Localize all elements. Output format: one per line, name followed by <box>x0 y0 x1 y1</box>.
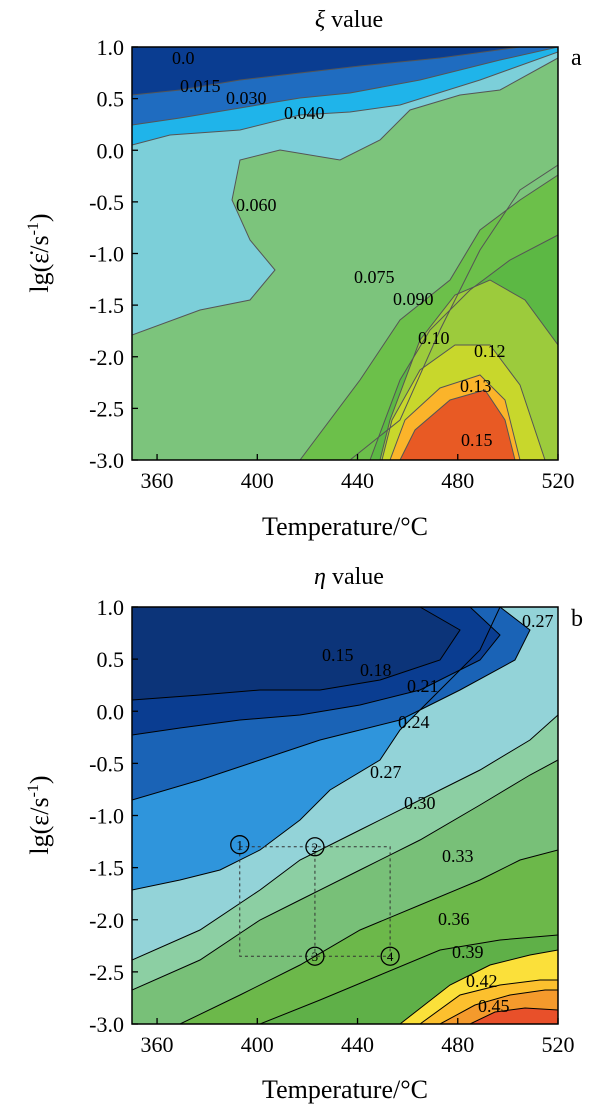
marker-label-4: 4 <box>387 949 394 964</box>
y-tick-label-a-5: -1.5 <box>89 293 124 318</box>
y-tick-label-b-7: -2.5 <box>89 960 124 985</box>
panel-b-level-labels: 0.15 0.18 0.21 0.24 0.27 0.30 0.33 0.36 … <box>322 611 554 1016</box>
y-tick-label-b-2: 0.0 <box>97 699 125 724</box>
level-label-a-2: 0.030 <box>226 88 267 108</box>
marker-label-3: 3 <box>312 949 319 964</box>
x-tick-label-a-0: 360 <box>141 468 174 493</box>
level-label-b-10: 0.45 <box>478 996 510 1016</box>
x-tick-label-b-0: 360 <box>141 1032 174 1057</box>
y-tick-label-b-5: -1.5 <box>89 856 124 881</box>
fill-b-15 <box>132 607 460 700</box>
y-tick-label-b-0: 1.0 <box>97 595 125 620</box>
x-tick-label-b-2: 440 <box>341 1032 374 1057</box>
level-label-a-0: 0.0 <box>172 48 195 68</box>
panel-b-title: η value <box>314 564 384 590</box>
level-label-a-10: 0.15 <box>461 430 493 450</box>
panel-b-ticks: 360 400 440 480 520 1.0 0.5 0.0 -0.5 -1.0 -1.5 -2.0… <box>89 595 574 1057</box>
y-tick-label-a-8: -3.0 <box>89 448 124 473</box>
level-label-b-7: 0.36 <box>438 909 470 929</box>
fill-a-00 <box>132 47 520 95</box>
fill-a-15 <box>400 390 515 460</box>
x-tick-label-a-2: 440 <box>341 468 374 493</box>
panel-a-xlabel: Temperature/°C <box>262 512 428 541</box>
panel-a-contour-fills <box>132 47 558 460</box>
level-label-b-2: 0.21 <box>407 676 439 696</box>
x-tick-label-a-4: 520 <box>542 468 575 493</box>
marker-circle-4 <box>380 946 400 966</box>
panel-a-contour-lines <box>132 47 558 460</box>
level-label-b-8: 0.39 <box>452 942 484 962</box>
level-label-b-11: 0.27 <box>522 611 554 631</box>
x-tick-label-a-3: 480 <box>441 468 474 493</box>
marker-label-2: 2 <box>312 840 319 855</box>
level-label-b-6: 0.33 <box>442 846 474 866</box>
y-tick-label-a-3: -0.5 <box>89 190 124 215</box>
panel-a-ticks: 360 400 440 480 520 1.0 0.5 0.0 -0.5 -1.0 -1.5 -2.0… <box>89 35 574 493</box>
level-label-a-9: 0.13 <box>460 376 492 396</box>
panel-b-contour-lines <box>132 607 558 1024</box>
panel-a-title: ξ value <box>315 7 383 33</box>
panel-a-ylabel: lg(ε̇/s-1) <box>25 213 54 292</box>
y-tick-label-b-3: -0.5 <box>89 751 124 776</box>
panel-b-letter: b <box>571 606 583 632</box>
marker-circle-1 <box>230 835 250 855</box>
y-tick-label-b-6: -2.0 <box>89 908 124 933</box>
y-tick-label-a-1: 0.5 <box>97 87 125 112</box>
y-tick-label-a-6: -2.0 <box>89 345 124 370</box>
level-label-a-8: 0.12 <box>474 341 506 361</box>
y-tick-label-b-1: 0.5 <box>97 647 125 672</box>
panel-a: ξ value <box>25 7 582 541</box>
level-label-b-9: 0.42 <box>466 971 498 991</box>
level-label-a-4: 0.060 <box>236 195 277 215</box>
x-tick-label-a-1: 400 <box>241 468 274 493</box>
x-tick-label-b-1: 400 <box>241 1032 274 1057</box>
processing-window-box <box>239 846 391 957</box>
y-tick-label-a-0: 1.0 <box>97 35 125 60</box>
y-tick-label-a-2: 0.0 <box>97 138 125 163</box>
panel-a-letter: a <box>571 45 582 71</box>
panel-a-level-labels: 0.0 0.015 0.030 0.040 0.060 0.075 0.090 … <box>172 48 506 450</box>
y-tick-label-b-4: -1.0 <box>89 804 124 829</box>
panel-b-xlabel: Temperature/°C <box>262 1075 428 1104</box>
x-tick-label-b-3: 480 <box>441 1032 474 1057</box>
panel-b-markers: 1 2 3 4 <box>230 835 400 966</box>
level-label-a-1: 0.015 <box>180 76 221 96</box>
fill-b-48 <box>470 1008 558 1024</box>
y-tick-label-b-8: -3.0 <box>89 1012 124 1037</box>
level-label-b-1: 0.18 <box>360 660 392 680</box>
marker-circle-2 <box>305 837 325 857</box>
panel-b: η value <box>25 564 583 1104</box>
level-label-b-4: 0.27 <box>370 762 402 782</box>
x-tick-label-b-4: 520 <box>542 1032 575 1057</box>
level-label-a-6: 0.090 <box>393 289 434 309</box>
level-label-b-5: 0.30 <box>404 793 436 813</box>
level-label-a-5: 0.075 <box>354 267 395 287</box>
panel-b-ylabel: lg(ε/s-1) <box>25 775 54 854</box>
level-label-b-3: 0.24 <box>398 712 430 732</box>
level-label-a-3: 0.040 <box>284 103 325 123</box>
marker-circle-3 <box>305 946 325 966</box>
panel-b-contour-fills <box>132 607 558 1024</box>
y-tick-label-a-4: -1.0 <box>89 242 124 267</box>
y-tick-label-a-7: -2.5 <box>89 396 124 421</box>
marker-label-1: 1 <box>237 838 244 853</box>
level-label-b-0: 0.15 <box>322 645 354 665</box>
level-label-a-7: 0.10 <box>418 328 450 348</box>
